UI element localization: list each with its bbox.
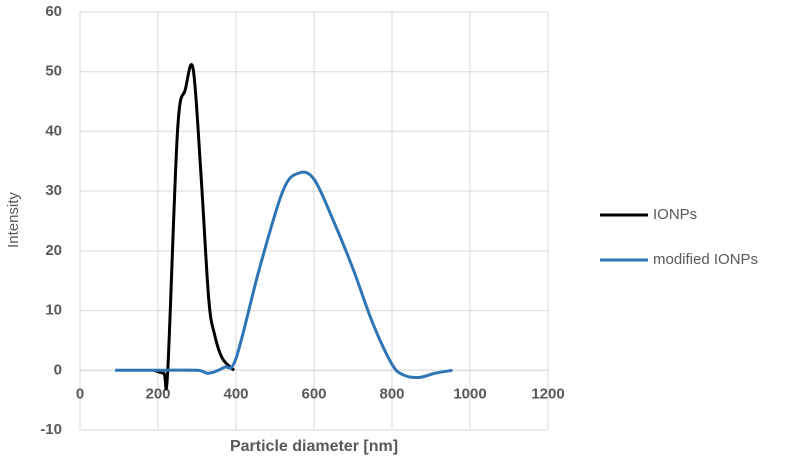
x-tick-label: 800 (379, 385, 404, 402)
x-tick-label: 400 (223, 385, 248, 402)
y-tick-label: 30 (45, 182, 62, 199)
y-tick-label: 10 (45, 302, 62, 319)
y-tick-label: 0 (54, 361, 62, 378)
y-tick-label: 50 (45, 63, 62, 80)
x-tick-label: 600 (301, 385, 326, 402)
x-tick-label: 1200 (531, 385, 564, 402)
legend-label: modified IONPs (653, 251, 758, 268)
y-tick-label: 40 (45, 122, 62, 139)
x-tick-label: 1000 (453, 385, 486, 402)
y-axis-title: Intensity (5, 192, 22, 248)
line (153, 63, 236, 391)
x-axis-title: Particle diameter [nm] (230, 438, 398, 455)
x-tick-label: 0 (76, 385, 84, 402)
x-tick-label: 200 (145, 385, 170, 402)
legend-label: IONPs (653, 206, 697, 223)
y-tick-label: 20 (45, 242, 62, 259)
y-tick-label: -10 (40, 421, 62, 438)
y-tick-label: 60 (45, 3, 62, 20)
line (115, 170, 453, 380)
